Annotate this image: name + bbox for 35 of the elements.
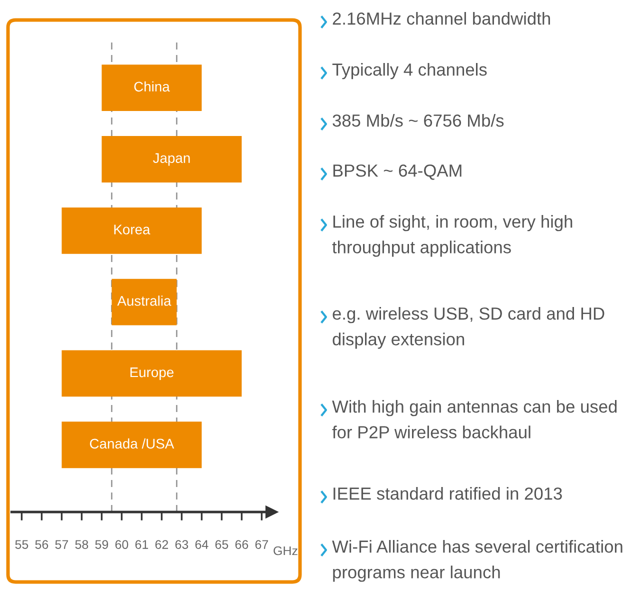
x-tick-label: 65 [215, 540, 228, 549]
y-tick-label: Australia [117, 296, 172, 306]
bar [62, 422, 202, 468]
text: Typically 4 channels [332, 63, 487, 80]
x-tick-label: 57 [55, 540, 68, 549]
y-tick-label: Canada /USA [90, 438, 174, 449]
y-tick-label: China [134, 81, 170, 92]
x-axis-title: GHz [274, 546, 298, 556]
x-tick-label: 55 [15, 540, 28, 549]
text: Wi-Fi Alliance has several certification programs near launch [332, 540, 622, 582]
x-tick-label: 63 [175, 540, 188, 549]
y-tick-label: Europe [130, 368, 174, 380]
text: IEEE standard ratified in 2013 [334, 487, 562, 500]
x-tick-label: 62 [155, 540, 168, 549]
x-tick-label: 64 [195, 540, 208, 549]
bar [62, 207, 202, 254]
text: With high gain antennas can be used for P2P wireless backhaul [332, 400, 617, 438]
text: BPSK ~ 64-QAM [333, 164, 462, 180]
x-tick-label: 61 [135, 540, 148, 549]
bar [62, 350, 242, 397]
text: Line of sight, in room, very high throughput applications [332, 215, 572, 257]
bar [102, 136, 242, 182]
bar [112, 278, 177, 326]
text: 2.16MHz channel bandwidth [332, 12, 550, 25]
x-tick-label: 56 [35, 540, 48, 549]
y-tick-label: Korea [114, 224, 150, 234]
x-tick-label: 67 [255, 540, 268, 549]
x-tick-label: 59 [95, 540, 108, 549]
x-tick-label: 60 [115, 540, 128, 549]
x-tick-label: 58 [75, 540, 88, 549]
text: 385 Mb/s ~ 6756 Mb/s [332, 114, 504, 127]
text: e.g. wireless USB, SD card and HD display extension [332, 307, 604, 349]
x-tick-label: 66 [235, 540, 248, 549]
bar [102, 64, 202, 112]
y-tick-label: Japan [153, 153, 190, 166]
